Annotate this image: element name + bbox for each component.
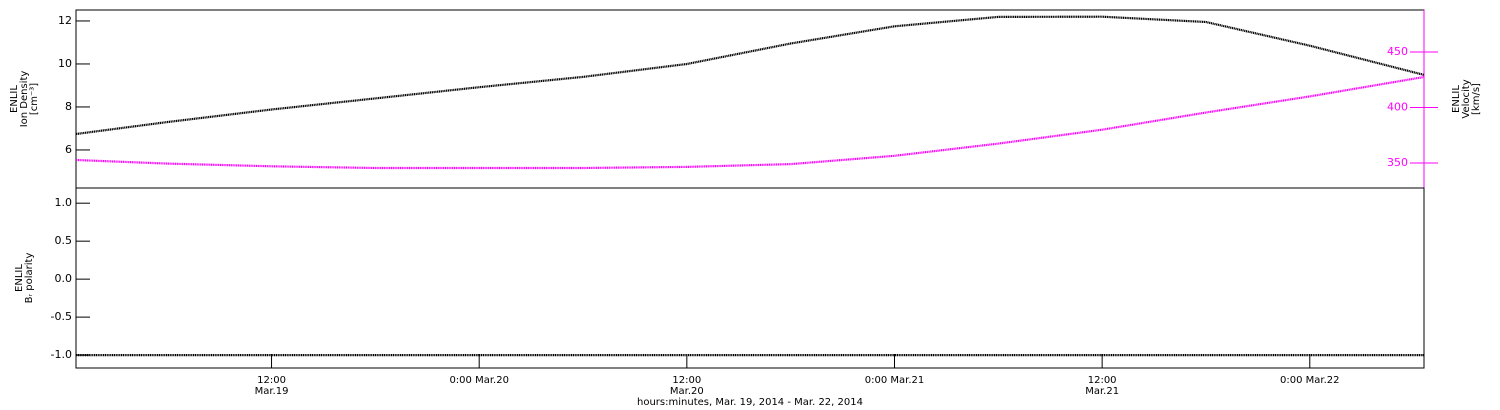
axis-label-line: Velocity bbox=[1461, 79, 1472, 118]
axis-label-line: ENLIL bbox=[9, 85, 20, 113]
y-tick-label: 10 bbox=[58, 57, 72, 70]
axis-label-line: Ion Density bbox=[19, 71, 30, 128]
y-tick-label: 8 bbox=[65, 100, 72, 113]
y-tick-label: -0.5 bbox=[51, 310, 72, 323]
x-tick-label: 12:00 Mar.20 bbox=[669, 375, 704, 397]
axis-label-line: Bᵣ polarity bbox=[24, 253, 35, 304]
axis-label: ENLILVelocity[km/s] bbox=[1451, 79, 1482, 118]
y2-tick-label: 400 bbox=[1387, 100, 1408, 113]
x-tick-label: 12:00 Mar.21 bbox=[1085, 375, 1120, 397]
y2-tick-label: 450 bbox=[1387, 45, 1408, 58]
y-tick-label: -1.0 bbox=[51, 348, 72, 361]
axis-label: ENLILBᵣ polarity bbox=[14, 253, 35, 304]
y-tick-label: 12 bbox=[58, 14, 72, 27]
x-tick-label: 0:00 Mar.20 bbox=[449, 375, 509, 386]
x-tick-label: 0:00 Mar.21 bbox=[864, 375, 925, 386]
data-line bbox=[75, 75, 1425, 170]
axis-label-line: ENLIL bbox=[1451, 85, 1462, 113]
axis-label-line: ENLIL bbox=[14, 264, 25, 292]
x-tick-label: 12:00 Mar.19 bbox=[254, 375, 289, 397]
y2-tick-label: 350 bbox=[1387, 156, 1408, 169]
axis-label-line: [cm⁻³] bbox=[29, 83, 40, 115]
y-tick-label: 6 bbox=[65, 143, 72, 156]
data-line bbox=[75, 15, 1425, 136]
x-tick-label: 0:00 Mar.22 bbox=[1280, 375, 1340, 386]
axis-label-line: [km/s] bbox=[1471, 83, 1482, 115]
y-tick-label: 1.0 bbox=[55, 196, 73, 209]
x-axis-label: hours:minutes, Mar. 19, 2014 - Mar. 22, … bbox=[637, 397, 863, 408]
plot-frame bbox=[75, 187, 1425, 369]
y-tick-label: 0.0 bbox=[55, 272, 73, 285]
axis-label: ENLILIon Density[cm⁻³] bbox=[9, 71, 40, 128]
plot-frame bbox=[75, 9, 1425, 189]
y-tick-label: 0.5 bbox=[55, 234, 73, 247]
